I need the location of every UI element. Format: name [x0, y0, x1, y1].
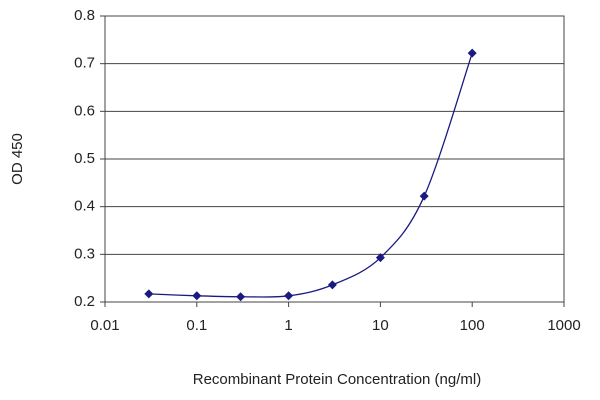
line: [148, 52, 473, 298]
marker: [327, 280, 337, 290]
y-tick-label: 0.6: [74, 102, 95, 119]
marker: [419, 191, 429, 201]
y-axis-label: OD 450: [9, 133, 26, 185]
y-tick-label: 0.8: [74, 7, 95, 24]
y-tick-label: 0.2: [74, 293, 95, 310]
marker: [467, 48, 477, 58]
marker: [236, 292, 246, 302]
marker: [284, 291, 294, 301]
x-tick-label: 100: [460, 317, 485, 334]
y-tick-label: 0.5: [74, 150, 95, 167]
x-tick-label: 0.01: [90, 317, 119, 334]
marker: [144, 289, 154, 299]
x-tick-label: 10: [372, 317, 389, 334]
plot-frame: [104, 15, 565, 303]
x-tick-label: 0.1: [186, 317, 207, 334]
x-tick-label: 1: [284, 317, 292, 334]
y-tick-label: 0.7: [74, 55, 95, 72]
y-tick-label: 0.3: [74, 245, 95, 262]
marker: [375, 253, 385, 263]
x-axis-label: Recombinant Protein Concentration (ng/ml…: [193, 371, 481, 388]
y-tick-label: 0.4: [74, 198, 95, 215]
marker: [192, 291, 202, 301]
x-tick-label: 1000: [547, 317, 580, 334]
